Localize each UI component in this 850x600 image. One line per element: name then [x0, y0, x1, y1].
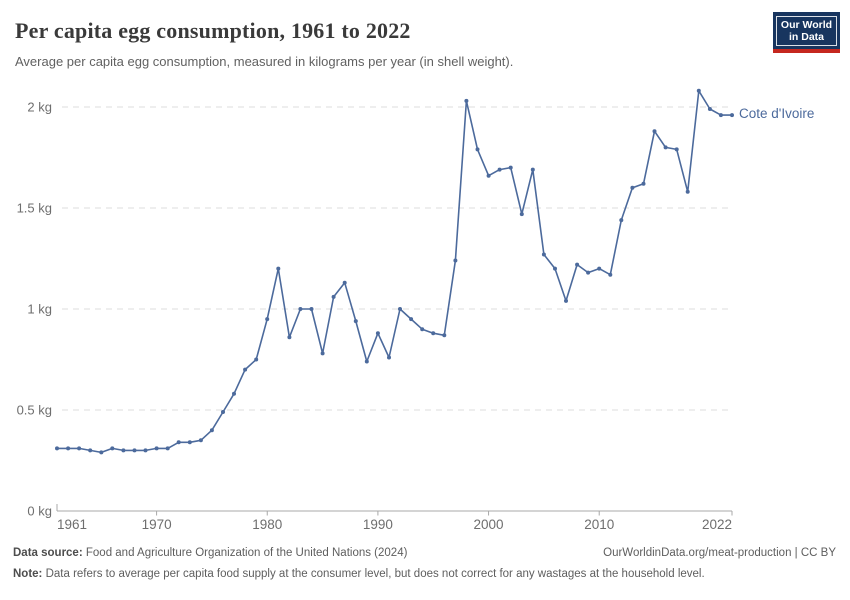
data-point: [508, 165, 513, 170]
y-axis-tick-label: 1 kg: [27, 302, 52, 317]
data-point: [475, 147, 480, 152]
data-source-line: Data source: Food and Agriculture Organi…: [13, 545, 407, 561]
x-axis-tick-label: 2022: [702, 517, 732, 532]
data-point: [453, 258, 458, 263]
data-point: [154, 446, 159, 451]
x-axis-tick-label: 1961: [57, 517, 87, 532]
data-point: [431, 331, 436, 336]
data-point: [342, 280, 347, 285]
data-source-label: Data source:: [13, 547, 83, 559]
x-axis-tick-label: 1980: [252, 517, 282, 532]
owid-cc-link[interactable]: OurWorldinData.org/meat-production | CC …: [603, 547, 836, 559]
data-point: [663, 145, 668, 150]
data-point: [364, 359, 369, 364]
note-line: Note: Data refers to average per capita …: [13, 566, 836, 582]
data-point: [652, 129, 657, 134]
y-axis-tick-label: 1.5 kg: [17, 201, 52, 216]
data-point: [497, 167, 502, 172]
x-axis-tick-label: 2000: [474, 517, 504, 532]
series-label: Cote d'Ivoire: [739, 106, 815, 122]
note-label: Note:: [13, 568, 43, 580]
data-point: [486, 173, 491, 178]
data-point: [320, 351, 325, 356]
data-point: [254, 357, 259, 362]
data-point: [696, 88, 701, 93]
data-point: [409, 317, 414, 322]
data-point: [730, 113, 734, 118]
y-axis-tick-label: 2 kg: [27, 100, 52, 115]
x-axis-tick-label: 2010: [584, 517, 614, 532]
data-point: [530, 167, 535, 172]
data-point: [77, 446, 82, 451]
data-point: [99, 450, 104, 455]
data-point: [165, 446, 170, 451]
data-point: [718, 113, 723, 118]
note-text: Data refers to average per capita food s…: [45, 568, 705, 580]
owid-logo-text: Our World in Data: [776, 16, 837, 46]
data-point: [265, 317, 270, 322]
page-title: Per capita egg consumption, 1961 to 2022: [15, 18, 411, 43]
y-axis-tick-label: 0 kg: [27, 504, 52, 519]
data-point: [553, 266, 557, 271]
data-source-text: Food and Agriculture Organization of the…: [85, 547, 408, 559]
data-point: [55, 446, 59, 451]
data-point: [464, 98, 469, 103]
owid-logo-red-bar: [773, 49, 840, 53]
data-point: [586, 270, 591, 275]
data-point: [121, 448, 126, 453]
data-point: [519, 212, 524, 217]
data-point: [331, 294, 336, 299]
data-point: [309, 307, 314, 311]
data-point: [685, 189, 690, 194]
data-point: [674, 147, 679, 152]
data-point: [232, 391, 236, 396]
data-point: [287, 335, 292, 340]
x-axis-tick-label: 1990: [363, 517, 393, 532]
x-axis-tick-label: 1970: [142, 517, 172, 532]
data-point: [541, 252, 546, 257]
page-subtitle: Average per capita egg consumption, meas…: [15, 54, 514, 69]
data-point: [66, 446, 71, 451]
data-point: [608, 272, 613, 277]
owid-logo-line1: Our World: [780, 19, 833, 31]
data-point: [198, 438, 203, 443]
data-point: [221, 410, 225, 414]
y-axis-tick-label: 0.5 kg: [17, 403, 52, 418]
data-point: [442, 333, 447, 338]
owid-logo: Our World in Data: [773, 12, 840, 53]
data-point: [564, 298, 568, 303]
data-point: [187, 440, 192, 445]
data-point: [619, 218, 624, 223]
data-point: [387, 355, 391, 360]
data-point: [110, 446, 115, 451]
data-point: [176, 440, 181, 445]
data-point: [88, 448, 93, 453]
data-point: [597, 266, 602, 271]
data-point: [276, 266, 281, 271]
data-point: [641, 181, 646, 186]
data-point: [420, 327, 425, 332]
data-point: [143, 448, 148, 453]
data-line: [56, 90, 733, 454]
data-point: [132, 448, 137, 453]
chart-footer: Data source: Food and Agriculture Organi…: [13, 545, 836, 582]
data-point: [209, 428, 214, 433]
data-point: [707, 107, 712, 111]
data-point: [630, 185, 635, 190]
data-point: [298, 307, 303, 311]
data-point: [398, 307, 402, 311]
data-point: [375, 331, 380, 336]
data-point: [353, 319, 358, 324]
owid-logo-line2: in Data: [788, 31, 824, 43]
data-point: [243, 367, 248, 372]
data-point: [575, 262, 580, 267]
